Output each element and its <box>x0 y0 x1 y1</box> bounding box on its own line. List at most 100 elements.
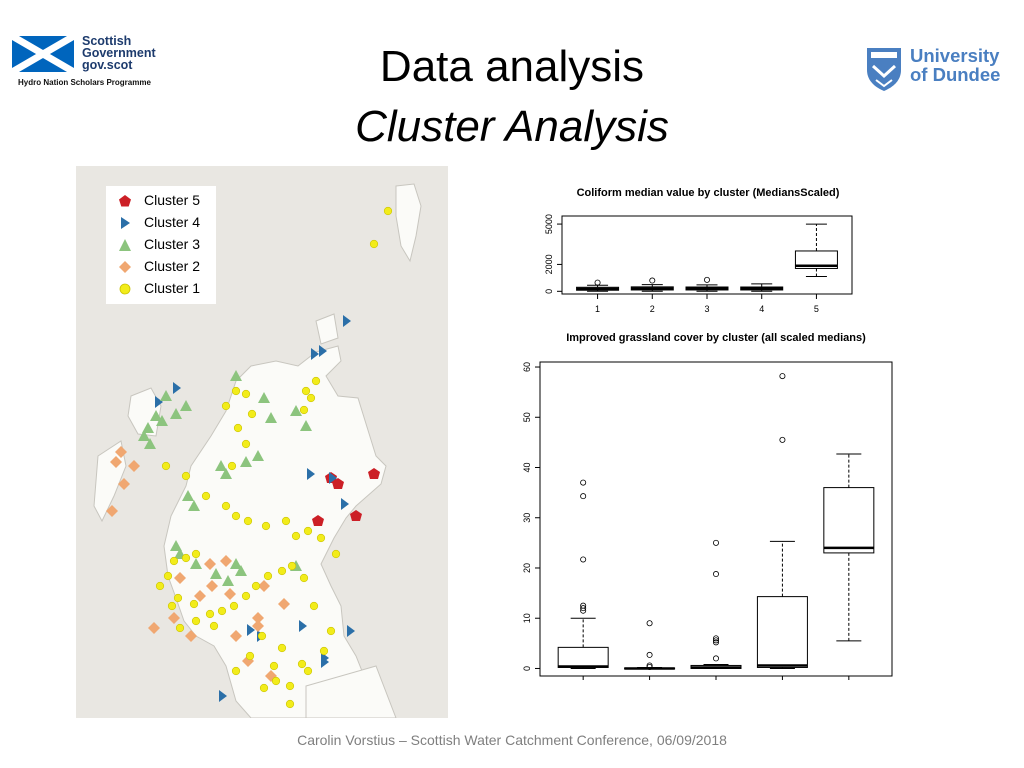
y-tick-label: 20 <box>522 563 532 573</box>
cluster-4-marker <box>299 620 307 632</box>
outlier-point <box>646 620 653 627</box>
cluster-1-marker <box>285 681 295 691</box>
cluster-2-marker <box>110 456 122 468</box>
box-cluster-3 <box>685 276 729 292</box>
x-tick-label: 2 <box>650 304 655 314</box>
cluster-1-marker <box>205 609 215 619</box>
cluster-1-marker <box>241 389 251 399</box>
scotland-map-image <box>93 183 422 718</box>
cluster-1-marker <box>309 601 319 611</box>
box-cluster-4 <box>740 283 784 292</box>
cluster-1-marker <box>227 461 237 471</box>
outlier-point <box>712 571 719 578</box>
cluster-3-marker <box>300 420 312 431</box>
cluster-4-marker <box>343 315 351 327</box>
grassland-boxplot: Improved grassland cover by cluster (all… <box>522 332 893 680</box>
cluster-3-marker <box>180 400 192 411</box>
sg-logo-line2: Government <box>82 46 156 60</box>
outlier-point <box>646 662 653 669</box>
cluster-3-marker <box>170 408 182 419</box>
box-cluster-5 <box>823 453 875 642</box>
y-tick-label: 50 <box>522 412 532 422</box>
cluster-2-marker <box>252 612 264 624</box>
cluster-1-marker <box>231 511 241 521</box>
chart-title: Improved grassland cover by cluster (all… <box>566 332 866 344</box>
cluster-1-marker <box>261 521 271 531</box>
box-cluster-2 <box>624 620 676 670</box>
y-tick-label: 0 <box>522 666 532 671</box>
cluster-1-marker <box>291 531 301 541</box>
cluster-1-marker <box>287 561 297 571</box>
iqr-box <box>823 487 875 554</box>
cluster-1-marker <box>277 566 287 576</box>
y-tick-label: 5000 <box>544 214 554 234</box>
cluster-map: Cluster 5 Cluster 4 Cluster 3 Cluster 2 … <box>76 166 448 718</box>
cluster-1-marker <box>181 471 191 481</box>
cluster-3-marker <box>215 460 227 471</box>
legend-item-cluster-3: Cluster 3 <box>106 234 216 256</box>
cluster-1-marker <box>191 616 201 626</box>
iqr-box <box>756 596 808 668</box>
cluster-1-marker <box>263 571 273 581</box>
cluster-3-marker <box>230 558 242 569</box>
cluster-1-marker <box>269 661 279 671</box>
iqr-box <box>794 250 838 269</box>
cluster-4-marker <box>329 472 337 484</box>
cluster-2-marker <box>168 612 180 624</box>
cluster-1-marker <box>231 666 241 676</box>
cluster-2-marker <box>185 630 197 642</box>
cluster-markers <box>106 206 393 709</box>
cluster-1-marker <box>257 631 267 641</box>
cluster-1-marker <box>221 401 231 411</box>
scottish-government-logo: Scottish Government gov.scot Hydro Natio… <box>12 34 182 94</box>
cluster-1-marker <box>155 581 165 591</box>
cluster-4-marker <box>341 498 349 510</box>
legend-item-cluster-1: Cluster 1 <box>106 278 216 300</box>
outlier-point <box>712 639 719 646</box>
circle-icon <box>119 283 131 295</box>
legend-label: Cluster 3 <box>144 236 201 252</box>
cluster-1-marker <box>299 405 309 415</box>
cluster-2-marker <box>115 446 127 458</box>
y-tick-label: 60 <box>522 362 532 372</box>
cluster-1-marker <box>251 581 261 591</box>
cluster-1-marker <box>316 533 326 543</box>
outlier-point <box>580 602 587 609</box>
box-cluster-1 <box>557 479 609 669</box>
cluster-2-marker <box>278 598 290 610</box>
cluster-2-marker <box>174 572 186 584</box>
legend-label: Cluster 1 <box>144 280 201 296</box>
cluster-1-marker <box>369 239 379 249</box>
outlier-point <box>712 637 719 644</box>
legend-item-cluster-4: Cluster 4 <box>106 212 216 234</box>
x-tick-label: 1 <box>595 304 600 314</box>
cluster-1-marker <box>181 553 191 563</box>
cluster-1-marker <box>259 683 269 693</box>
cluster-1-marker <box>331 549 341 559</box>
cluster-1-marker <box>169 556 179 566</box>
y-tick-label: 2000 <box>544 254 554 274</box>
cluster-1-marker <box>233 423 243 433</box>
cluster-5-marker <box>332 478 344 489</box>
cluster-1-marker <box>247 409 257 419</box>
cluster-1-marker <box>217 606 227 616</box>
outlier-point <box>646 663 653 670</box>
triangle-up-icon <box>119 239 131 251</box>
outlier-point <box>580 493 587 500</box>
cluster-3-marker <box>170 540 182 551</box>
cluster-4-marker <box>319 345 327 357</box>
cluster-3-marker <box>265 412 277 423</box>
cluster-3-marker <box>182 490 194 501</box>
cluster-3-marker <box>220 468 232 479</box>
cluster-1-marker <box>189 599 199 609</box>
cluster-3-marker <box>160 390 172 401</box>
cluster-1-marker <box>221 501 231 511</box>
cluster-3-marker <box>190 558 202 569</box>
cluster-1-marker <box>163 571 173 581</box>
box-cluster-3 <box>690 539 742 669</box>
cluster-3-marker <box>235 565 247 576</box>
cluster-1-marker <box>299 573 309 583</box>
cluster-3-marker <box>156 415 168 426</box>
box-cluster-1 <box>576 279 620 292</box>
cluster-1-marker <box>241 591 251 601</box>
